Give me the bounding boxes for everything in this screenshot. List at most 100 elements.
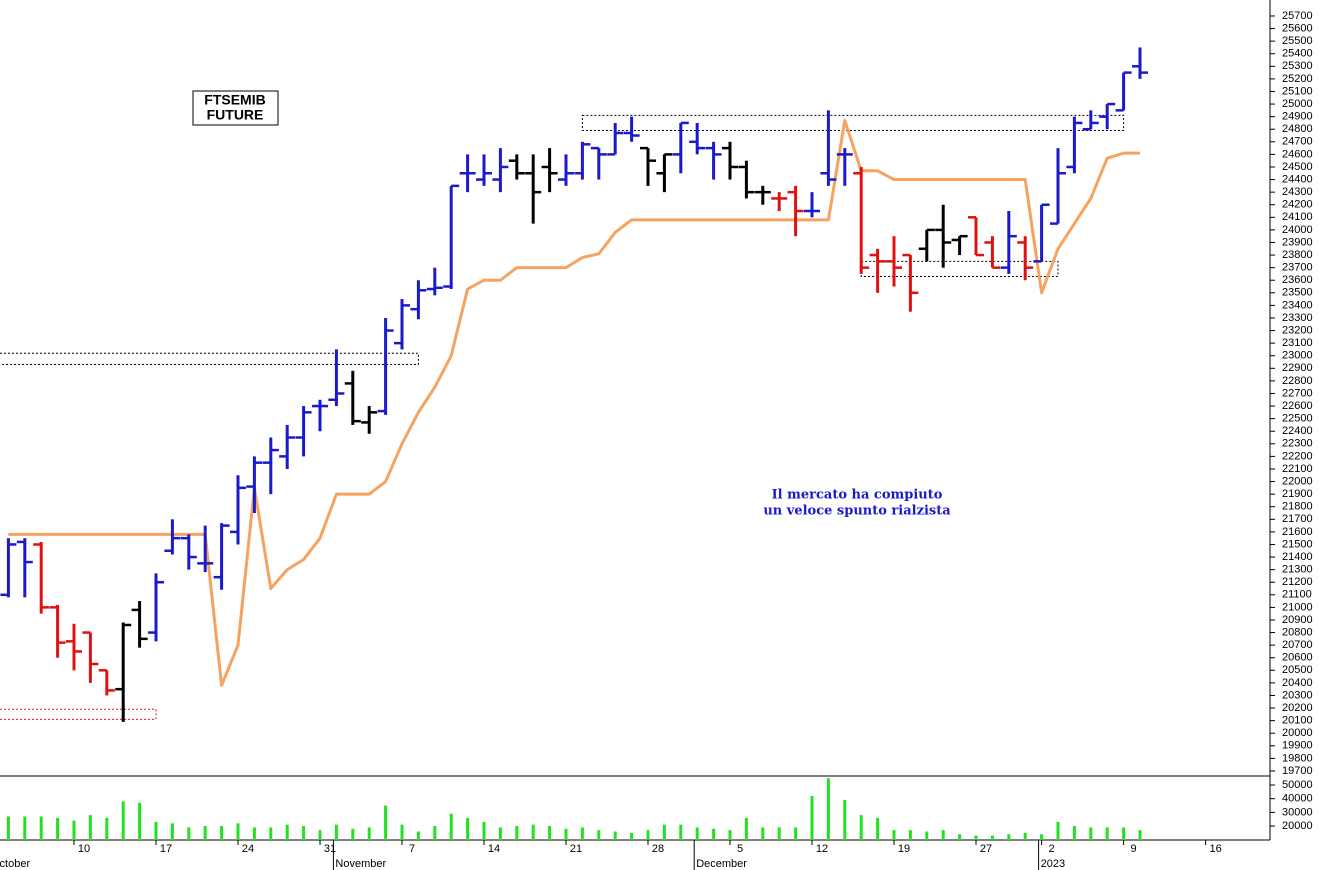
y-tick-label: 24000	[1282, 224, 1313, 236]
y-tick-label: 24300	[1282, 186, 1313, 198]
y-tick-label: 21500	[1282, 538, 1313, 550]
y-tick-label: 24100	[1282, 211, 1313, 223]
y-tick-label: 22100	[1282, 463, 1313, 475]
x-tick-label: 27	[980, 843, 992, 855]
volume-bar	[6, 816, 10, 840]
x-tick-label: 2	[1049, 843, 1055, 855]
y-tick-label: 20400	[1282, 677, 1313, 689]
y-tick-label: 22700	[1282, 387, 1313, 399]
y-tick-label: 20000	[1282, 727, 1313, 739]
volume-bar	[515, 826, 519, 840]
volume-bar	[1007, 834, 1011, 840]
volume-bar	[138, 802, 142, 840]
chart-title: FUTURE	[207, 107, 264, 123]
volume-bar	[597, 830, 601, 840]
volume-bar	[1040, 834, 1044, 840]
y-tick-label: 21000	[1282, 601, 1313, 613]
volume-bar	[318, 830, 322, 840]
y-tick-label: 23500	[1282, 287, 1313, 299]
month-label: 2023	[1041, 858, 1065, 870]
title-box	[192, 90, 279, 126]
volume-bar	[548, 826, 552, 840]
volume-bar	[187, 827, 191, 840]
annotation: Il mercato ha compiuto	[772, 488, 943, 503]
volume-bar	[630, 832, 634, 840]
y-tick-label: 20300	[1282, 689, 1313, 701]
y-tick-label: 21700	[1282, 513, 1313, 525]
x-tick-label: 17	[160, 843, 172, 855]
volume-bar	[269, 827, 273, 840]
volume-bar	[416, 831, 420, 840]
zone	[0, 708, 157, 720]
y-tick-label: 21600	[1282, 526, 1313, 538]
volume-bar	[958, 834, 962, 840]
volume-bar	[302, 826, 306, 840]
x-tick-label: 21	[570, 843, 582, 855]
volume-bar	[39, 816, 43, 840]
volume-bar	[121, 801, 125, 840]
y-tick-label: 20500	[1282, 664, 1313, 676]
volume-bar	[974, 835, 978, 840]
volume-bar	[334, 824, 338, 840]
month-label: October	[0, 858, 30, 870]
volume-bar	[990, 835, 994, 840]
y-tick-label: 23400	[1282, 299, 1313, 311]
x-tick-label: 5	[737, 843, 743, 855]
volume-bar	[580, 827, 584, 840]
zone	[860, 260, 1059, 277]
volume-bar	[941, 830, 945, 840]
volume-bar	[105, 817, 109, 840]
volume-bar	[843, 800, 847, 840]
zone	[0, 352, 419, 366]
volume-bar	[794, 827, 798, 840]
trail-line	[8, 118, 1140, 687]
y-tick-label: 19700	[1282, 765, 1313, 777]
volume-bar	[777, 827, 781, 840]
y-tick-label: 19900	[1282, 740, 1313, 752]
volume-bar	[679, 824, 683, 840]
volume-bar	[482, 821, 486, 840]
x-tick-label: 12	[816, 843, 828, 855]
volume-bar	[761, 827, 765, 840]
y-tick-label: 21400	[1282, 551, 1313, 563]
volume-bar	[613, 831, 617, 840]
annotation: un veloce spunto rialzista	[763, 504, 951, 519]
volume-bar	[646, 830, 650, 840]
y-tick-label: 20000	[1282, 820, 1313, 832]
y-tick-label: 23700	[1282, 262, 1313, 274]
volume-bar	[449, 813, 453, 840]
y-tick-label: 24600	[1282, 148, 1313, 160]
volume-bar	[564, 828, 568, 840]
y-tick-label: 23600	[1282, 274, 1313, 286]
volume-bar	[662, 824, 666, 840]
y-tick-label: 22200	[1282, 450, 1313, 462]
volume-bar	[170, 823, 174, 840]
y-tick-label: 22800	[1282, 375, 1313, 387]
zone	[581, 114, 1125, 131]
y-tick-label: 24800	[1282, 123, 1313, 135]
volume-bar	[1122, 827, 1126, 840]
volume-bar	[252, 827, 256, 840]
volume-bar	[908, 830, 912, 840]
volume-bar	[744, 817, 748, 840]
volume-bar	[892, 830, 896, 840]
y-tick-label: 25600	[1282, 22, 1313, 34]
volume-bar	[400, 824, 404, 840]
volume-bar	[236, 823, 240, 840]
volume-bar	[203, 826, 207, 840]
volume-bar	[72, 820, 76, 840]
y-tick-label: 24700	[1282, 136, 1313, 148]
y-tick-label: 25500	[1282, 35, 1313, 47]
x-tick-label: 28	[652, 843, 664, 855]
volume-bar	[1138, 830, 1142, 840]
y-tick-label: 22300	[1282, 438, 1313, 450]
volume-bar	[1072, 826, 1076, 840]
volume-bar	[712, 828, 716, 840]
volume-bar	[695, 827, 699, 840]
y-tick-label: 19800	[1282, 752, 1313, 764]
volume-bar	[285, 824, 289, 840]
y-tick-label: 24500	[1282, 161, 1313, 173]
y-tick-label: 22400	[1282, 425, 1313, 437]
y-tick-label: 24400	[1282, 173, 1313, 185]
